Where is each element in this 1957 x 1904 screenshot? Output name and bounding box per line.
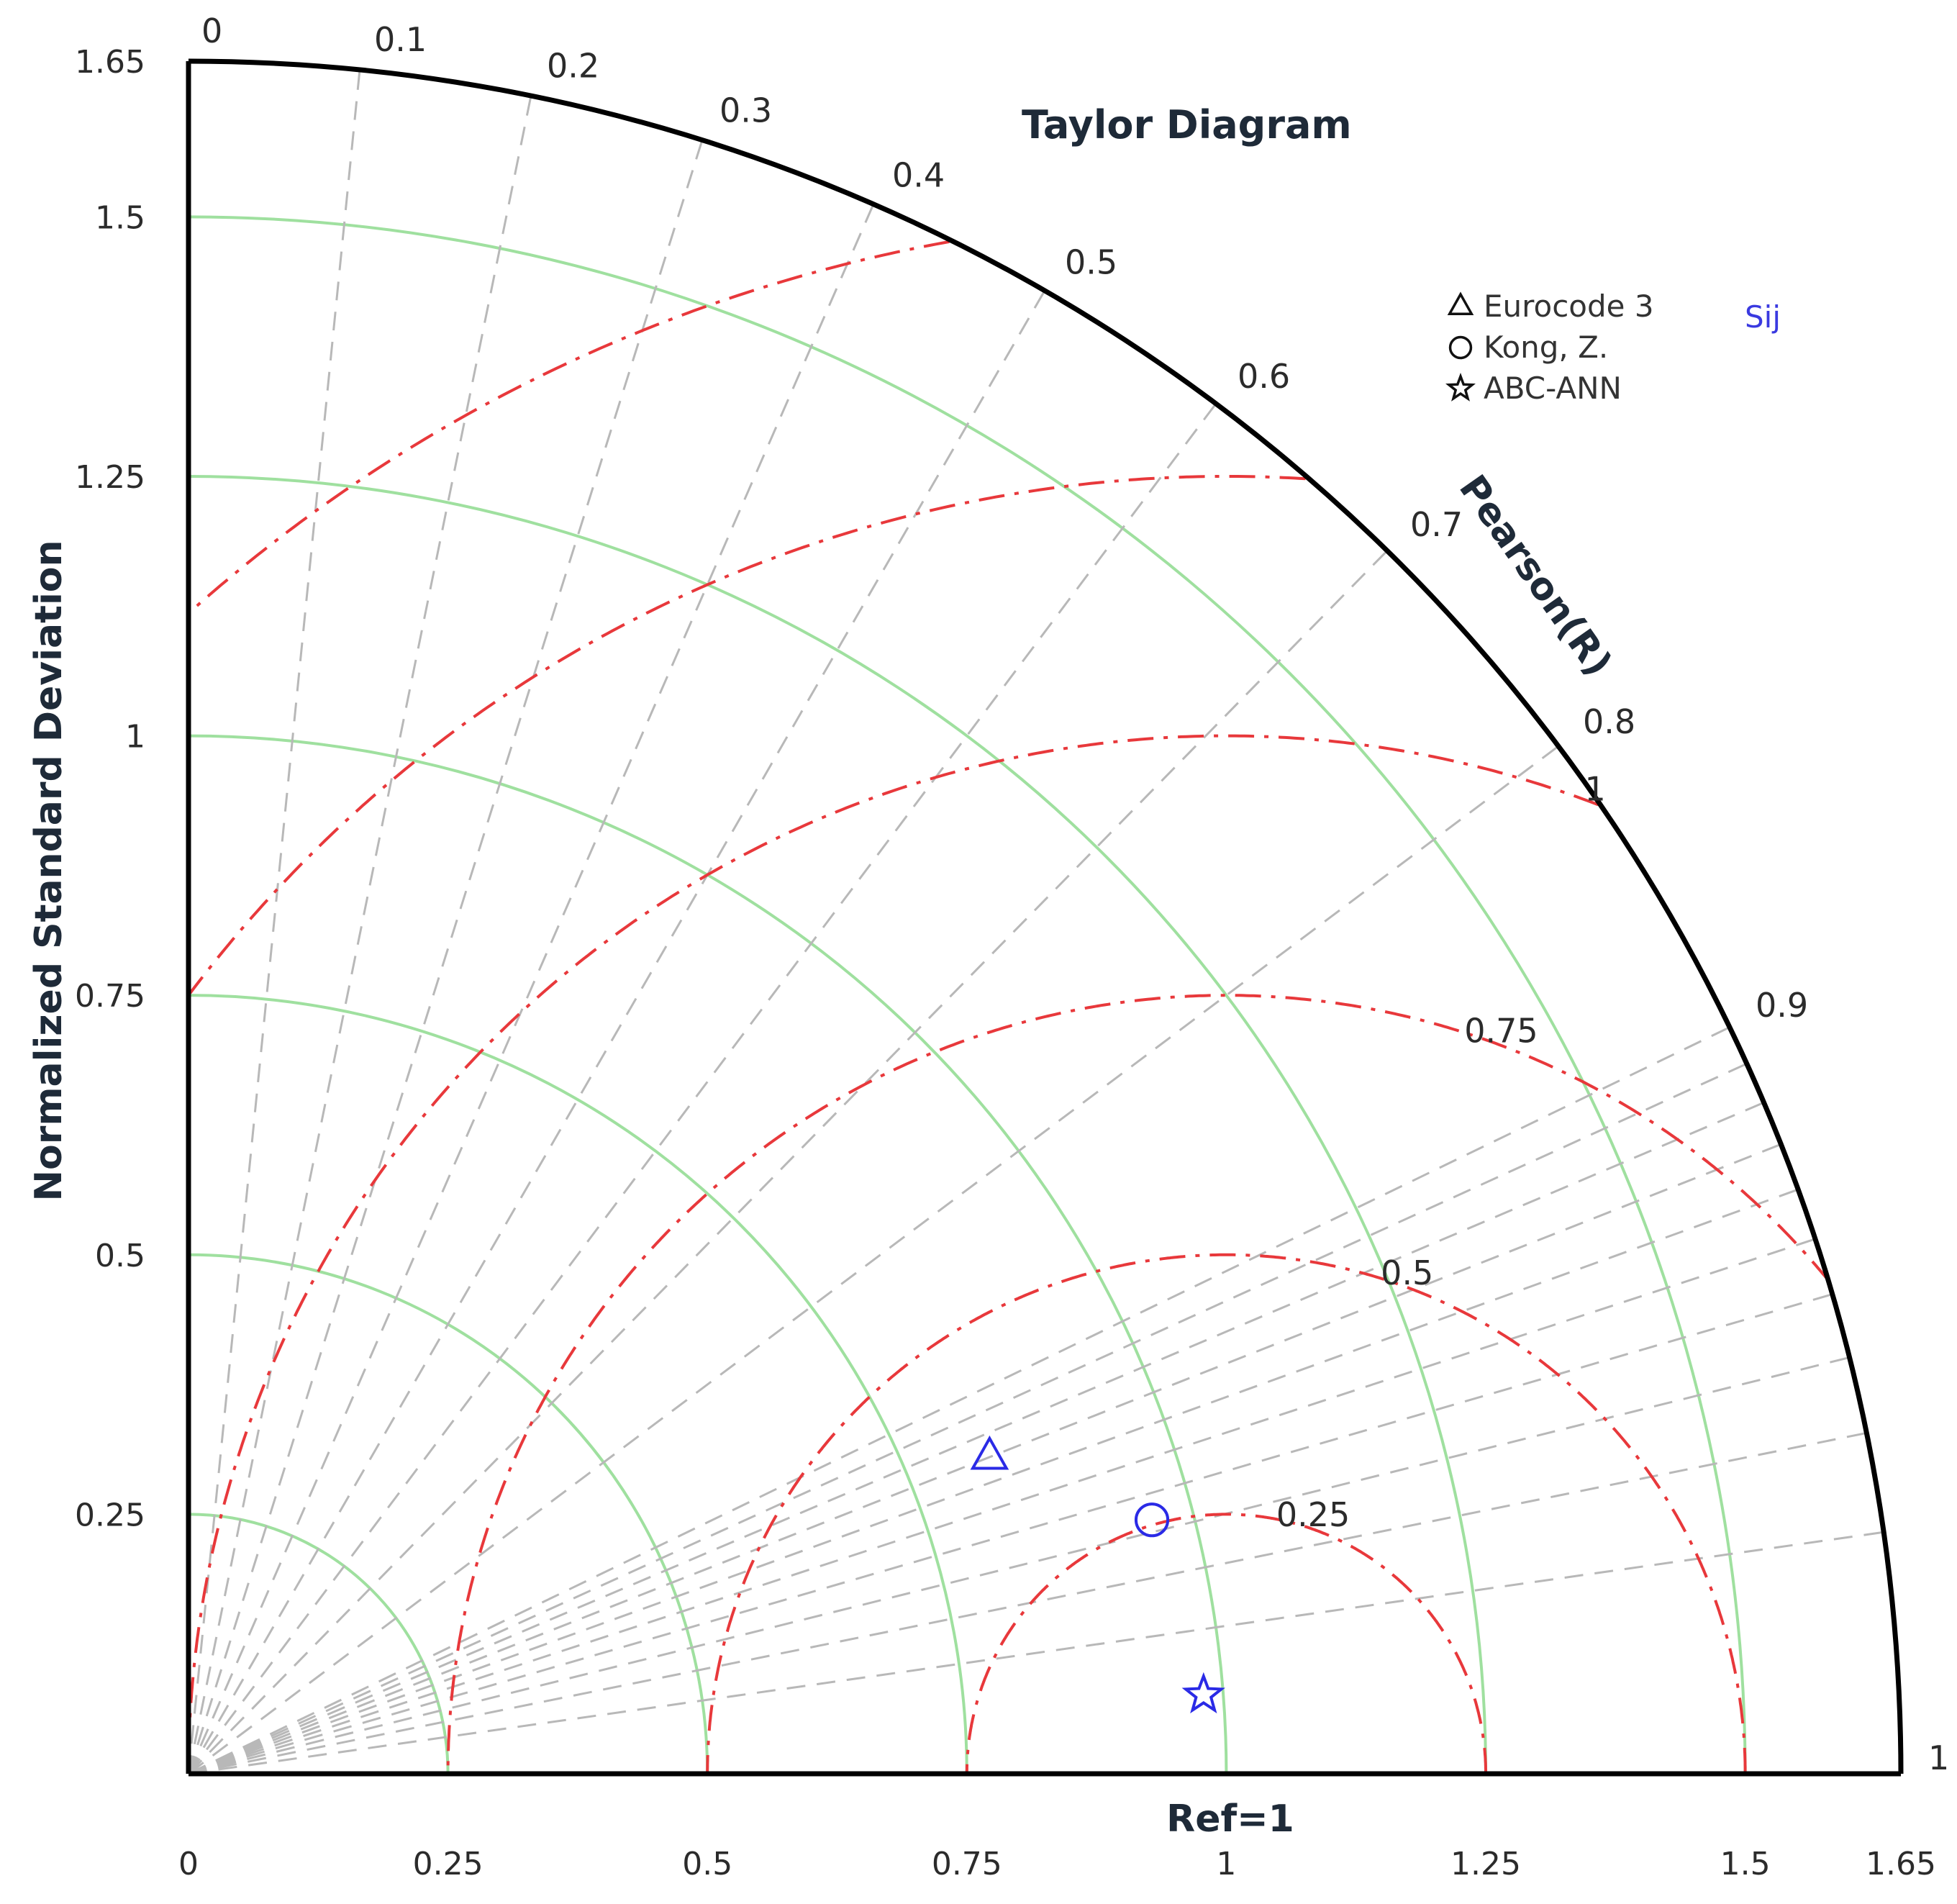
y-tick-label: 1.5 [95,199,145,236]
correlation-tick-label: 1 [1928,1738,1949,1777]
legend-star-icon [1445,373,1476,402]
x-tick-label: 1 [1216,1846,1236,1882]
rms-label: 0.25 [1276,1495,1350,1534]
y-tick-label: 1 [125,719,145,756]
y-tick-label: 0.75 [75,978,145,1015]
correlation-ray [187,95,532,1774]
chart-title: Taylor Diagram [1022,102,1352,148]
rms-arc [189,240,950,614]
correlation-tick-label: 0.4 [892,155,945,194]
correlation-ray [188,1101,1765,1775]
correlation-tick-label: 0.1 [374,20,427,59]
y-tick-label: 0.5 [95,1238,145,1274]
correlation-tick-label: 0.8 [1583,702,1635,741]
std-arc [188,1253,709,1774]
correlation-tick-label: 0.9 [1756,986,1808,1025]
legend-triangle-icon [1447,291,1474,315]
rms-arc [965,1513,1487,1774]
y-tick-label: 1.65 [75,44,145,81]
legend-entry-label: Eurocode 3 [1484,289,1654,324]
y-tick-label: 0.25 [75,1497,145,1533]
std-arc [188,215,1747,1774]
triangle-marker [970,1435,1009,1470]
y-axis-title: Normalized Standard Deviation [27,540,71,1201]
star-marker [1181,1672,1225,1714]
outer-arc [188,58,1904,1774]
legend: Eurocode 3 Kong, Z. ABC-ANN [1445,289,1654,406]
x-tick-label: 1.5 [1720,1846,1771,1882]
x-tick-label: 0.75 [932,1846,1002,1882]
rms-arcs-layer [187,240,1830,1774]
frame-layer [186,58,1904,1777]
std-arc [188,734,1228,1774]
markers-layer [970,1435,1225,1714]
sij-annotation: Sij [1745,299,1781,335]
std-arc [188,474,1488,1774]
labels-layer: 0 0.25 0.25 0.5 0.5 0.75 0.75 1 1 1.25 1.25 1.5 1.5 1… [75,12,1949,1882]
correlation-ray [187,290,1046,1774]
legend-entry-label: Kong, Z. [1484,330,1608,365]
correlation-ray [187,403,1217,1774]
circle-marker [1134,1502,1170,1538]
correlation-ray [187,140,704,1774]
rms-arc [189,475,1306,994]
std-arc [188,1513,450,1774]
correlation-tick-label: 0.3 [719,91,772,130]
correlation-ray [188,1431,1867,1775]
correlation-ray [188,1062,1748,1775]
correlation-ray [188,1143,1781,1775]
rms-arc [187,734,1599,1774]
correlation-tick-label: 0.2 [547,46,599,85]
rms-arc [446,994,1830,1774]
correlation-tick-label: 0 [201,12,222,50]
correlation-tick-label: 0.6 [1238,357,1290,396]
y-tick-label: 1.25 [75,459,145,496]
correlation-ray [188,1188,1799,1775]
rms-label: 0.75 [1464,1012,1538,1051]
correlation-ray [187,204,875,1774]
correlation-tick-label: 0.5 [1065,243,1117,282]
std-arc [188,994,968,1774]
correlation-ray [187,69,361,1774]
x-tick-label: 0.5 [682,1846,732,1882]
rms-label: 0.5 [1381,1254,1433,1292]
x-tick-label: 1.25 [1450,1846,1521,1882]
correlation-rays-layer [187,69,1884,1775]
correlation-tick-label: 0.7 [1410,505,1463,544]
legend-circle-icon [1448,335,1473,360]
correlation-ray [188,1293,1833,1775]
x-axis-title: Ref=1 [1166,1798,1294,1841]
legend-entry-label: ABC-ANN [1484,371,1622,406]
x-tick-label: 0 [178,1846,199,1882]
rms-arc [706,1253,1747,1774]
correlation-ray [188,1356,1850,1775]
correlation-ray [187,550,1389,1775]
std-arcs-layer [188,215,1747,1774]
correlation-ray [188,1026,1730,1775]
x-tick-label: 0.25 [413,1846,483,1882]
correlation-ray [188,1531,1884,1775]
rms-label: 1 [1584,770,1605,809]
x-tick-label: 1.65 [1866,1846,1936,1882]
correlation-ray [188,745,1559,1775]
correlation-ray [188,1238,1816,1775]
correlation-axis-title: Pearson(R) [1450,468,1620,684]
